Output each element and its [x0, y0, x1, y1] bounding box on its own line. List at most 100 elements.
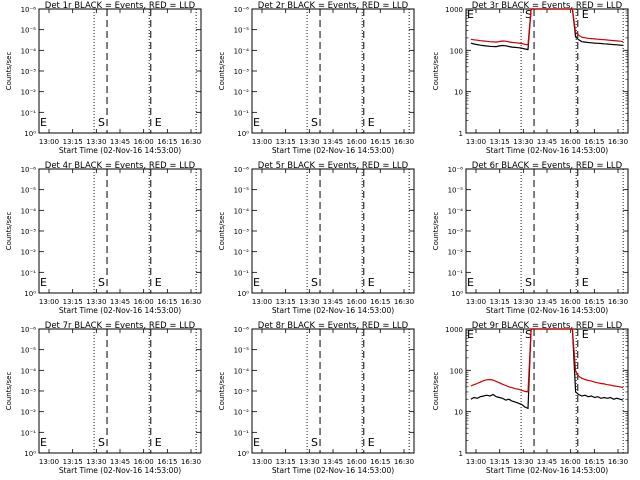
plot-frame: [38, 8, 202, 134]
y-tick-label: 10⁻²: [21, 409, 37, 417]
x-tick-label: 13:00: [39, 298, 59, 306]
marker-s: S: [525, 8, 532, 21]
y-tick-label: 10⁻³: [21, 228, 37, 236]
x-tick-label: 16:15: [584, 458, 604, 466]
plot-frame: [251, 8, 415, 134]
x-tick-label: 16:30: [181, 298, 201, 306]
x-axis-label: Start Time (02-Nov-16 14:53:00): [272, 466, 394, 475]
y-tick-label: 10⁰: [24, 450, 36, 458]
x-tick-label: 16:15: [584, 138, 604, 146]
x-tick-label: 16:30: [394, 298, 414, 306]
x-tick-label: 16:15: [370, 458, 390, 466]
y-tick-label: 10⁻³: [21, 388, 37, 396]
chart-panel-2: Det 2r BLACK = Events, RED = LLD Counts/s…: [218, 1, 415, 155]
y-tick-label: 10⁰: [237, 130, 249, 138]
chart-title: Det 2r BLACK = Events, RED = LLD: [258, 1, 409, 11]
y-axis-label: Counts/sec: [5, 212, 13, 251]
y-tick-label: 10⁻¹: [234, 429, 250, 437]
chart-title: Det 1r BLACK = Events, RED = LLD: [45, 1, 196, 11]
marker-s: S: [311, 436, 318, 449]
x-tick-label: 16:00: [347, 458, 367, 466]
x-axis-label: Start Time (02-Nov-16 14:53:00): [59, 306, 181, 315]
y-tick-label: 10⁻²: [234, 89, 250, 97]
x-tick-label: 13:15: [276, 298, 296, 306]
x-tick-label: 13:30: [513, 138, 533, 146]
y-tick-label: 10⁻³: [234, 388, 250, 396]
plot-frame: [465, 328, 629, 454]
y-tick-label: 10⁰: [24, 290, 36, 298]
chart-panel-9: Det 9r BLACK = Events, RED = LLD Counts/s…: [432, 321, 629, 475]
y-tick-label: 10⁻⁶: [21, 326, 37, 334]
plot-frame: [251, 328, 415, 454]
x-tick-label: 13:15: [63, 138, 83, 146]
marker-e-start: E: [253, 116, 260, 129]
chart-title: Det 6r BLACK = Events, RED = LLD: [472, 161, 623, 171]
y-tick-label: 10⁻¹: [234, 109, 250, 117]
chart-panel-5: Det 5r BLACK = Events, RED = LLD Counts/s…: [218, 161, 415, 315]
y-tick-label: 10⁻⁵: [21, 347, 37, 355]
marker-e-start: E: [467, 328, 474, 341]
x-tick-label: 16:00: [134, 298, 154, 306]
marker-s: S: [311, 116, 318, 129]
y-tick-label: 10⁻⁵: [21, 187, 37, 195]
x-tick-label: 13:30: [299, 458, 319, 466]
series-lld-line: [470, 328, 624, 393]
x-axis-label: Start Time (02-Nov-16 14:53:00): [272, 306, 394, 315]
x-tick-label: 16:00: [561, 298, 581, 306]
chart-title: Det 8r BLACK = Events, RED = LLD: [258, 321, 409, 331]
y-tick-label: 10⁻¹: [234, 269, 250, 277]
y-tick-label: 1: [459, 130, 463, 138]
x-axis-label: Start Time (02-Nov-16 14:53:00): [486, 466, 608, 475]
y-tick-label: 100: [450, 367, 463, 375]
y-tick-label: 10⁻²: [21, 249, 37, 257]
plot-frame: [465, 8, 629, 134]
plot-frame: [251, 168, 415, 294]
x-tick-label: 13:45: [110, 138, 130, 146]
marker-s: S: [98, 436, 105, 449]
chart-panel-7: Det 7r BLACK = Events, RED = LLD Counts/s…: [5, 321, 202, 475]
y-axis-label: Counts/sec: [5, 372, 13, 411]
x-tick-label: 13:30: [86, 298, 106, 306]
y-tick-label: 10⁰: [24, 130, 36, 138]
y-tick-label: 10⁻¹: [21, 109, 37, 117]
plot-frame: [38, 168, 202, 294]
x-tick-label: 16:00: [134, 458, 154, 466]
y-tick-label: 10⁻³: [234, 68, 250, 76]
marker-e-end: E: [368, 436, 375, 449]
y-tick-label: 10⁻³: [21, 68, 37, 76]
x-tick-label: 13:30: [86, 458, 106, 466]
x-tick-label: 16:00: [561, 138, 581, 146]
marker-e-end: E: [155, 436, 162, 449]
marker-e-start: E: [40, 436, 47, 449]
y-tick-label: 10⁻⁴: [234, 207, 250, 215]
x-tick-label: 16:15: [370, 298, 390, 306]
marker-e-end: E: [368, 116, 375, 129]
series-events-line: [470, 328, 624, 410]
x-tick-label: 16:15: [157, 298, 177, 306]
x-tick-label: 16:00: [561, 458, 581, 466]
y-tick-label: 10⁻⁶: [234, 326, 250, 334]
x-axis-label: Start Time (02-Nov-16 14:53:00): [59, 146, 181, 155]
y-tick-label: 10⁻⁶: [234, 166, 250, 174]
y-tick-label: 10⁰: [237, 450, 249, 458]
y-axis-label: Counts/sec: [432, 52, 440, 91]
y-tick-label: 10⁻³: [234, 228, 250, 236]
y-tick-label: 10⁻⁶: [234, 6, 250, 14]
x-tick-label: 16:30: [394, 138, 414, 146]
y-tick-label: 100: [450, 47, 463, 55]
x-tick-label: 16:30: [181, 138, 201, 146]
x-tick-label: 16:00: [134, 138, 154, 146]
y-tick-label: 1000: [445, 6, 463, 14]
y-tick-label: 10⁻²: [234, 409, 250, 417]
marker-s: S: [98, 276, 105, 289]
x-tick-label: 13:15: [63, 298, 83, 306]
x-tick-label: 13:45: [110, 458, 130, 466]
chart-panel-4: Det 4r BLACK = Events, RED = LLD Counts/s…: [5, 161, 202, 315]
marker-e-end: E: [368, 276, 375, 289]
x-tick-label: 13:30: [513, 298, 533, 306]
x-tick-label: 13:15: [63, 458, 83, 466]
x-tick-label: 13:15: [490, 138, 510, 146]
x-tick-label: 16:15: [370, 138, 390, 146]
x-tick-label: 16:30: [608, 138, 628, 146]
